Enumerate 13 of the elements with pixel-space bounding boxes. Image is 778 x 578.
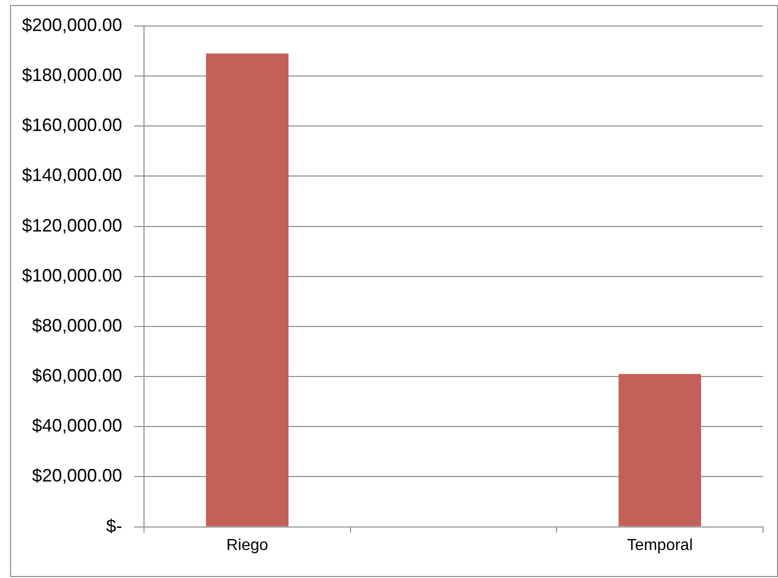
y-tick-label: $-: [106, 516, 122, 536]
x-tick-label: Temporal: [626, 536, 693, 554]
y-tick-label: $140,000.00: [22, 165, 122, 186]
y-tick-label: $100,000.00: [22, 265, 122, 286]
y-tick-label: $20,000.00: [32, 466, 122, 486]
y-tick-label: $200,000.00: [22, 14, 122, 35]
y-tick-label: $60,000.00: [32, 366, 122, 386]
y-tick-label: $160,000.00: [22, 115, 122, 136]
y-tick-label: $120,000.00: [22, 215, 122, 236]
y-tick-label: $180,000.00: [22, 65, 122, 86]
y-tick-label: $80,000.00: [32, 315, 122, 336]
y-tick-label: $40,000.00: [32, 416, 122, 436]
x-tick-label: Riego: [226, 536, 268, 554]
